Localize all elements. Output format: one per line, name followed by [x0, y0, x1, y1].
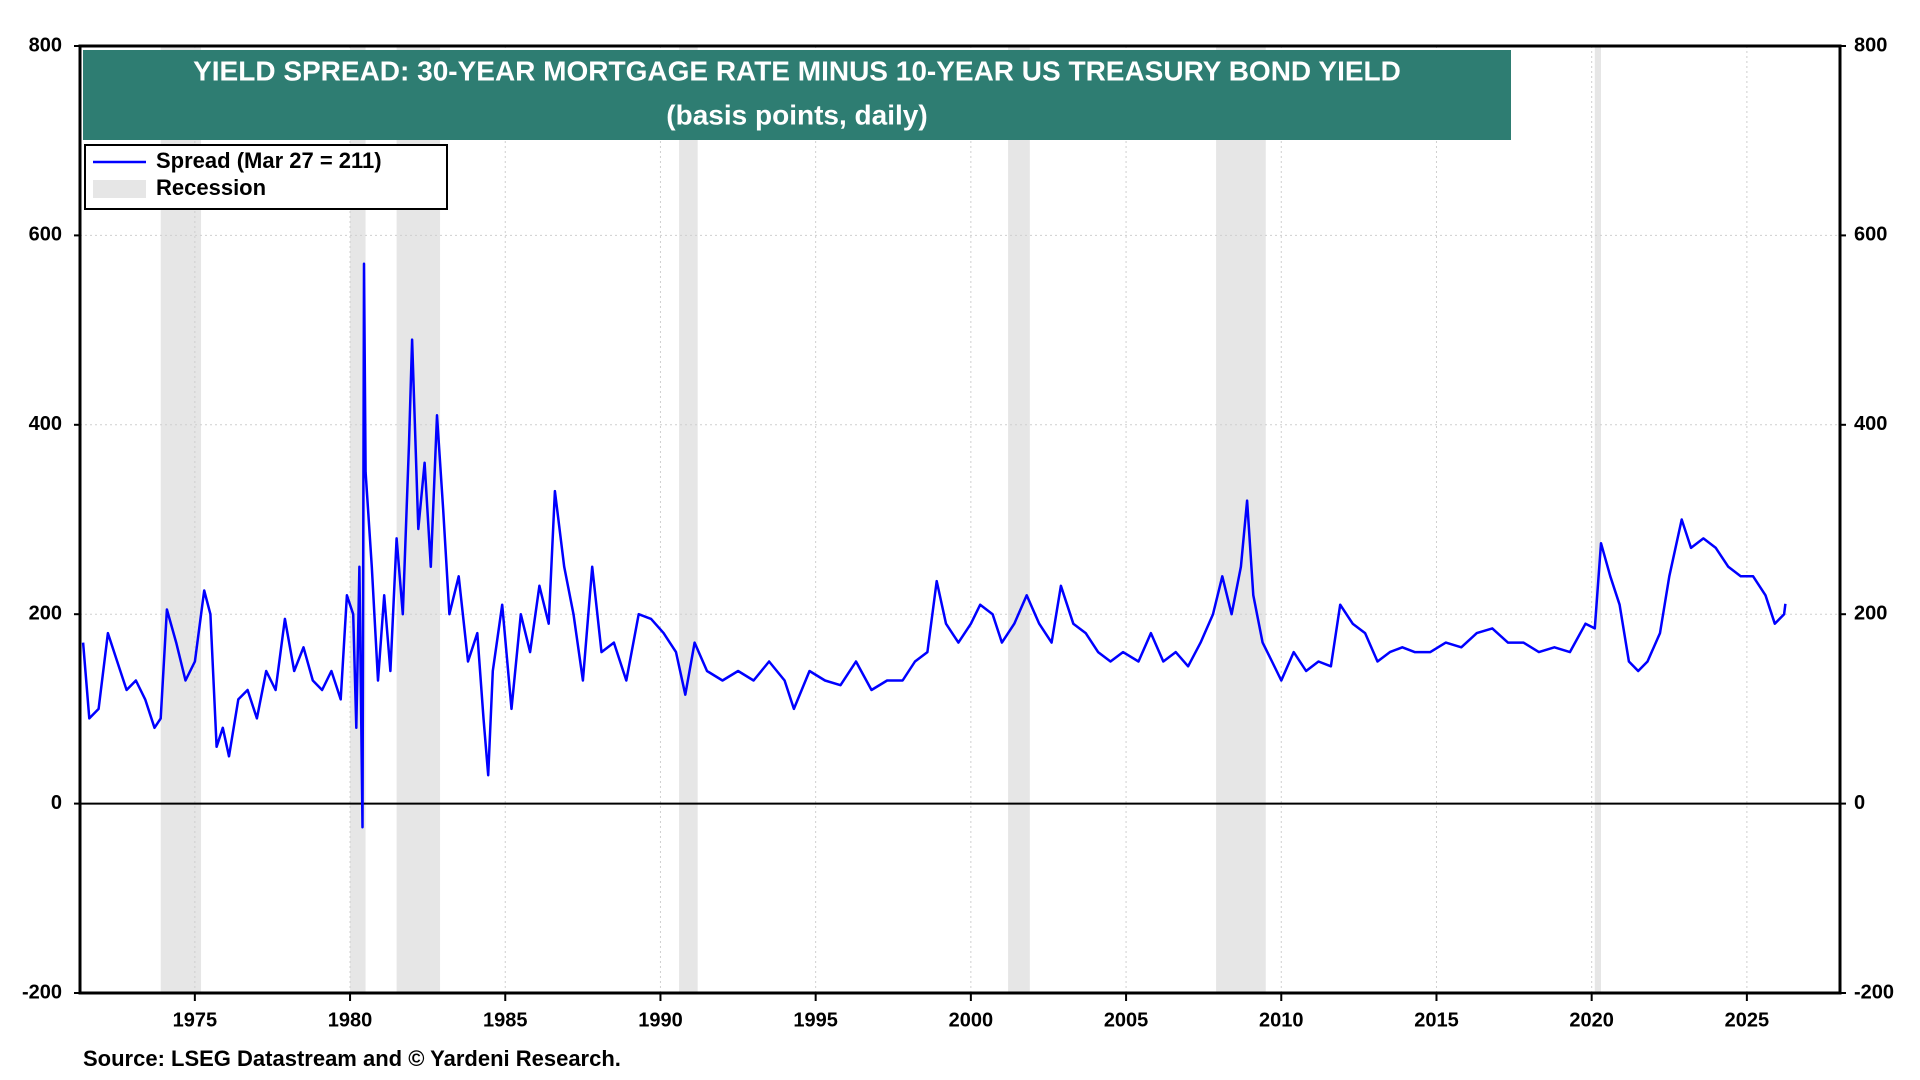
y2-tick-label: -200 [1854, 981, 1894, 1003]
plot-frame [78, 44, 1842, 995]
x-tick-label: 2005 [1104, 1009, 1149, 1031]
y2-tick-label: 800 [1854, 34, 1887, 56]
y-tick-label: 800 [29, 34, 62, 56]
y-tick-label: 400 [29, 413, 62, 435]
title-box [83, 50, 1511, 140]
x-tick-label: 1985 [483, 1009, 528, 1031]
recession-band [1216, 46, 1266, 993]
x-tick-label: 2025 [1725, 1009, 1770, 1031]
legend-swatch [93, 180, 146, 198]
spread-line [81, 262, 1787, 829]
legend-label: Spread (Mar 27 = 211) [156, 148, 382, 173]
y-tick-label: -200 [22, 981, 62, 1003]
legend: Spread (Mar 27 = 211)Recession [84, 144, 448, 210]
recession-band [1008, 46, 1030, 993]
chart-title: YIELD SPREAD: 30-YEAR MORTGAGE RATE MINU… [193, 55, 1401, 86]
recession-band [679, 46, 698, 993]
recession-band [1594, 46, 1601, 993]
y2-tick-label: 0 [1854, 792, 1865, 814]
x-tick-label: 2000 [949, 1009, 994, 1031]
source-note: Source: LSEG Datastream and © Yardeni Re… [83, 1046, 621, 1071]
y-tick-label: 0 [51, 792, 62, 814]
y2-tick-label: 200 [1854, 602, 1887, 624]
x-tick-label: 1995 [793, 1009, 838, 1031]
x-tick-label: 1975 [173, 1009, 218, 1031]
y2-tick-label: 600 [1854, 224, 1887, 246]
y-tick-label: 600 [29, 224, 62, 246]
y-tick-label: 200 [29, 602, 62, 624]
chart-subtitle: (basis points, daily) [666, 99, 927, 130]
x-tick-label: 2010 [1259, 1009, 1304, 1031]
x-tick-label: 1980 [328, 1009, 373, 1031]
legend-box [84, 144, 448, 210]
x-tick-label: 2020 [1569, 1009, 1614, 1031]
x-tick-label: 1990 [638, 1009, 683, 1031]
legend-label: Recession [156, 175, 266, 200]
x-tick-label: 2015 [1414, 1009, 1459, 1031]
plot-layer [80, 45, 1840, 994]
y2-tick-label: 400 [1854, 413, 1887, 435]
